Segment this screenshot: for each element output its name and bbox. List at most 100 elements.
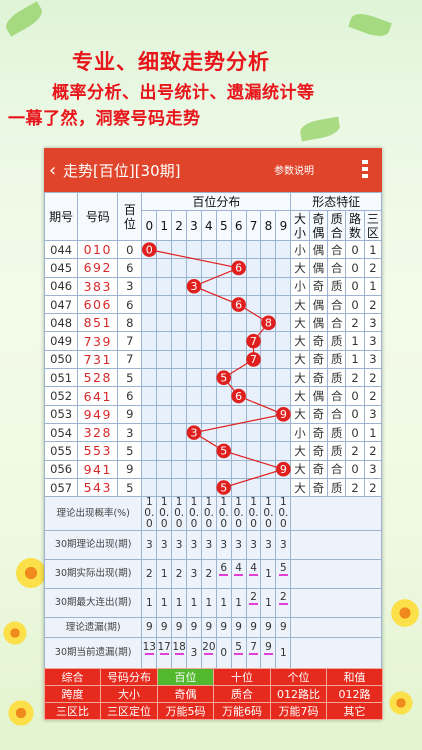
tab-item[interactable]: 三区比 [44, 702, 101, 720]
dist-cell [230, 239, 247, 260]
stats-number: 1 [160, 596, 168, 609]
feature-oddeven: 奇 [308, 331, 329, 351]
dist-cell [215, 294, 232, 315]
flower-decoration [389, 597, 421, 629]
tab-item[interactable]: 和值 [326, 668, 383, 686]
code-cell: 553 [77, 441, 119, 461]
stats-row: 30期实际出现(期) 2 1 2 3 2 6 4 4 1 5 [43, 559, 382, 590]
tab-item[interactable]: 万能6码 [213, 702, 271, 720]
dist-cell [230, 331, 247, 351]
highlight-bar [144, 653, 154, 656]
feature-primecomp: 合 [327, 239, 347, 260]
dist-cell [200, 258, 217, 278]
dist-cell [230, 294, 247, 315]
tab-item[interactable]: 万能5码 [157, 702, 214, 720]
stats-value: 10.0 [156, 496, 173, 532]
feature-zone: 2 [363, 386, 383, 406]
period-cell: 045 [43, 258, 79, 278]
feature-zone: 1 [363, 422, 383, 443]
feature-oddeven: 偶 [308, 386, 329, 406]
dist-cell [260, 422, 277, 443]
dist-cell [171, 477, 188, 498]
tab-item[interactable]: 号码分布 [100, 668, 158, 686]
dist-cell [215, 441, 232, 461]
promo-subline-2: 一幕了然，洞察号码走势 [8, 109, 201, 129]
tab-item[interactable]: 质合 [213, 685, 271, 703]
feature-oddeven: 奇 [308, 477, 329, 498]
dist-cell [245, 258, 262, 278]
stats-number: 6 [220, 562, 228, 575]
stats-number: 9 [160, 621, 168, 634]
tab-item[interactable]: 012路 [326, 685, 383, 703]
code-cell: 949 [77, 404, 119, 424]
back-icon[interactable]: ‹ [49, 159, 57, 181]
stats-value: 3 [215, 530, 232, 561]
col-digit-8: 8 [260, 210, 277, 241]
feature-zone: 2 [363, 441, 383, 461]
stats-row: 30期最大连出(期) 1 1 1 1 1 1 1 2 1 2 [43, 588, 382, 619]
col-distribution: 百位分布 [141, 192, 292, 211]
stats-number: 5 [235, 641, 242, 654]
stats-value: 9 [200, 617, 217, 639]
col-digit-7: 7 [245, 210, 262, 241]
stats-value: 13 [141, 637, 158, 670]
dist-cell [245, 349, 262, 370]
feature-road: 0 [345, 459, 365, 479]
feature-zone: 3 [363, 459, 383, 479]
dist-cell [260, 441, 277, 461]
col-feature-odd: 奇 偶 [308, 210, 329, 241]
tab-item[interactable]: 跨度 [44, 685, 101, 703]
code-cell: 739 [77, 331, 119, 351]
promo-subline: 概率分析、出号统计、遗漏统计等 [52, 83, 315, 103]
dist-cell [200, 441, 217, 461]
tab-item[interactable]: 大小 [100, 685, 158, 703]
code-cell: 851 [77, 313, 119, 333]
dist-cell [171, 258, 188, 278]
code-cell: 731 [77, 349, 119, 370]
dist-cell [245, 313, 262, 333]
dist-cell [171, 313, 188, 333]
stats-value: 9 [260, 617, 277, 639]
stats-number: 1 [280, 646, 287, 659]
col-feature-big: 大 小 [290, 210, 310, 241]
tab-item[interactable]: 三区定位 [100, 702, 158, 720]
stats-number: 9 [265, 641, 272, 654]
hundred-cell: 7 [117, 349, 143, 370]
dist-cell [260, 404, 277, 424]
feature-primecomp: 合 [327, 258, 347, 278]
table-row: 051 528 5 大奇质 2 2 [43, 368, 383, 388]
col-digit-9: 9 [275, 210, 292, 241]
dist-cell [260, 294, 277, 315]
stats-number: 10.0 [233, 496, 244, 531]
stats-number: 9 [190, 621, 198, 634]
tab-item[interactable]: 万能7码 [270, 702, 327, 720]
table-row: 044 010 0 小偶合 0 1 [43, 239, 383, 260]
tab-item[interactable]: 其它 [326, 702, 383, 720]
dist-cell [156, 349, 173, 370]
stats-number: 2 [145, 567, 153, 580]
highlight-bar [174, 653, 184, 656]
dist-cell [245, 404, 262, 424]
stats-number: 3 [190, 538, 198, 551]
tab-item[interactable]: 百位 [157, 668, 214, 686]
promo-banner: 专业、细致走势分析 概率分析、出号统计、遗漏统计等 一幕了然，洞察号码走势 [0, 0, 422, 150]
stats-number: 1 [190, 596, 198, 609]
dist-cell [186, 239, 202, 260]
tab-item[interactable]: 综合 [44, 668, 101, 686]
tab-item[interactable]: 个位 [270, 668, 327, 686]
code-cell: 528 [77, 368, 119, 388]
table-row: 054 328 3 小奇质 0 1 [43, 422, 383, 443]
period-cell: 053 [43, 404, 79, 424]
dist-cell [171, 422, 188, 443]
stats-value: 3 [260, 530, 277, 561]
tab-item[interactable]: 奇偶 [157, 685, 214, 703]
feature-oddeven: 偶 [308, 313, 329, 333]
menu-icon[interactable] [362, 160, 368, 178]
dist-cell [171, 404, 188, 424]
table-row: 045 692 6 大偶合 0 2 [43, 258, 383, 278]
tab-item[interactable]: 012路比 [270, 685, 327, 703]
tab-item[interactable]: 十位 [213, 668, 271, 686]
feature-bigsmall: 大 [290, 258, 310, 278]
params-button[interactable]: 参数说明 [274, 166, 314, 177]
stats-value: 1 [141, 588, 158, 619]
